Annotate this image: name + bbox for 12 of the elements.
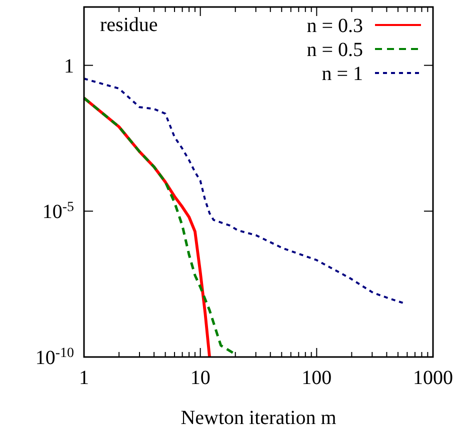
legend-label: n = 1 [322, 63, 363, 85]
x-tick-label: 10 [190, 367, 210, 389]
y-tick-label: 10$^{-10}$ [35, 346, 74, 369]
x-tick-label: 1 [79, 367, 89, 389]
annotation: residue [100, 14, 158, 36]
y-tick-label: 1 [64, 55, 74, 78]
x-axis-title: Newton iteration m [180, 407, 337, 429]
legend-label: n = 0.5 [306, 39, 363, 61]
legend-label: n = 0.3 [306, 15, 363, 37]
y-tick-label: 10$^{-5}$ [42, 200, 74, 224]
x-tick-label: 1000 [413, 367, 453, 389]
x-tick-label: 100 [302, 367, 332, 389]
